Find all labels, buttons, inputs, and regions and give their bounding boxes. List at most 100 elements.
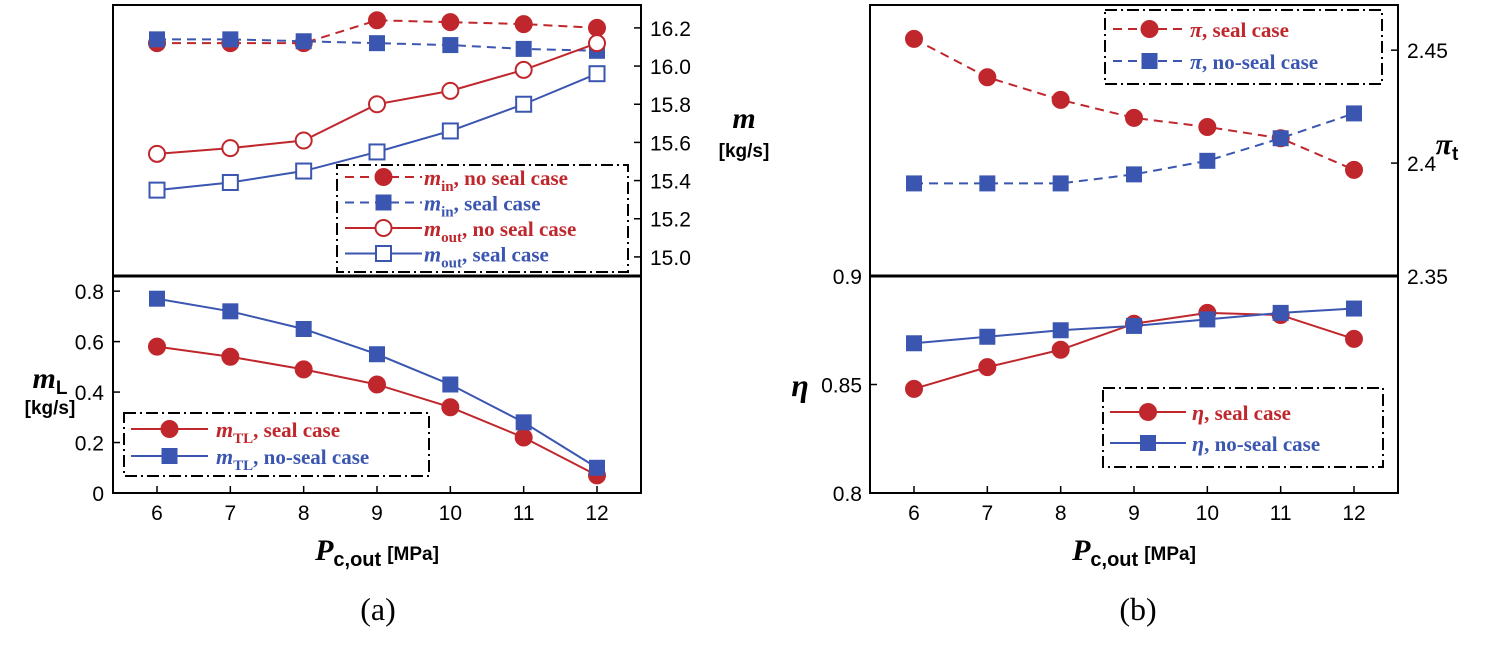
data-point-a-bottom-0-4 — [441, 398, 460, 417]
legend-entry-a-top-2-rest: , no seal case — [462, 217, 576, 241]
data-point-a-bottom-1-6 — [589, 459, 605, 476]
y-axis-label-a-top: m — [732, 102, 755, 135]
data-point-a-top-3-4 — [441, 122, 459, 140]
y-tick-label: 0.85 — [821, 375, 862, 398]
legend-entry-a-bottom-1-main: m — [216, 444, 233, 469]
data-point-a-bottom-0-2 — [294, 360, 313, 379]
legend-entry-b-top-0-rest: , seal case — [1202, 18, 1289, 42]
y-tick-label: 15.2 — [650, 209, 691, 232]
y-tick-label: 16.0 — [650, 56, 691, 79]
y-tick-label: 2.45 — [1407, 40, 1448, 63]
legend-entry-a-bottom-0: mTL, seal case — [216, 417, 340, 447]
legend-entry-a-bottom-1: mTL, no-seal case — [216, 444, 369, 474]
legend-entry-a-top-0-main: m — [424, 165, 441, 190]
y-tick-label: 0.4 — [75, 382, 105, 405]
data-point-b-top-0-3 — [1125, 108, 1143, 127]
legend-entry-a-top-3-main: m — [424, 242, 441, 267]
data-point-b-top-1-5 — [1272, 130, 1289, 147]
data-point-b-bottom-1-2 — [1052, 322, 1069, 339]
x-axis-label-unit: [MPa] — [1144, 544, 1196, 565]
data-point-b-top-0-6 — [1345, 160, 1363, 179]
data-point-a-top-1-2 — [295, 33, 312, 50]
legend-marker-a-top-1 — [375, 194, 392, 211]
data-point-a-top-3-2 — [295, 162, 313, 180]
data-point-a-top-0-4 — [441, 13, 460, 32]
data-point-a-top-2-3 — [368, 95, 386, 114]
x-axis-label-main: P — [1071, 534, 1091, 567]
legend-entry-a-top-0: min, no seal case — [424, 165, 568, 195]
y-axis-label-b-top: πt — [1436, 128, 1459, 165]
legend-entry-b-bottom-1: η, no-seal case — [1192, 431, 1320, 456]
data-point-b-top-0-4 — [1198, 117, 1217, 136]
legend-marker-a-bottom-0 — [160, 420, 179, 438]
data-point-a-top-3-5 — [515, 95, 533, 113]
legend-marker-b-bottom-0 — [1139, 403, 1157, 421]
y-axis-label-main: η — [791, 367, 809, 403]
y-tick-label: 16.2 — [650, 18, 691, 41]
x-axis-label-b: Pc,out [MPa] — [1071, 534, 1196, 571]
data-point-a-top-2-0 — [148, 144, 166, 163]
legend-entry-b-top-1-main: π — [1190, 49, 1203, 74]
x-axis-label-sub: c,out — [333, 549, 381, 571]
x-tick-label: 8 — [1055, 502, 1067, 525]
data-point-a-top-1-3 — [369, 35, 385, 52]
legend-entry-a-bottom-0-rest: , seal case — [253, 418, 340, 442]
y-axis-label-main: π — [1436, 128, 1453, 161]
data-point-b-bottom-1-1 — [979, 328, 996, 345]
data-point-a-top-2-5 — [514, 60, 533, 79]
legend-entry-b-top-0-main: π — [1190, 17, 1203, 42]
x-tick-label: 11 — [1270, 502, 1292, 525]
y-tick-label: 0 — [92, 483, 104, 506]
x-tick-label: 6 — [908, 502, 920, 525]
legend-entry-b-bottom-1-rest: , no-seal case — [1204, 432, 1320, 456]
data-point-a-top-2-1 — [221, 139, 240, 158]
y-tick-label: 15.0 — [650, 247, 691, 270]
data-point-b-top-1-6 — [1346, 105, 1362, 122]
data-point-a-top-1-4 — [442, 37, 459, 54]
data-point-b-top-1-1 — [979, 175, 996, 192]
legend-marker-a-top-3 — [375, 245, 392, 262]
y-axis-label-sub: t — [1452, 144, 1459, 165]
data-point-a-bottom-1-4 — [442, 376, 459, 393]
y-tick-label: 0.8 — [833, 483, 862, 506]
y-axis-unit: [kg/s] — [25, 398, 76, 419]
data-point-b-bottom-1-5 — [1272, 304, 1289, 321]
x-tick-label: 7 — [224, 502, 236, 525]
legend-entry-b-top-0: π, seal case — [1190, 17, 1289, 42]
x-axis-label-a: Pc,out [MPa] — [314, 534, 439, 571]
data-point-a-top-1-1 — [222, 31, 239, 48]
data-point-b-top-0-1 — [978, 68, 997, 87]
data-point-a-bottom-0-5 — [514, 428, 533, 447]
y-tick-label: 2.35 — [1407, 266, 1448, 289]
panel-a-top: 15.015.215.415.615.816.016.2m[kg/s]min, … — [148, 11, 769, 273]
y-tick-label: 15.6 — [650, 132, 691, 155]
data-point-a-top-0-6 — [588, 18, 606, 37]
data-point-a-top-0-5 — [514, 15, 533, 34]
legend-entry-b-top-1-rest: , no-seal case — [1202, 50, 1318, 74]
legend-entry-a-top-2-sub: out — [441, 230, 462, 246]
data-point-b-top-1-4 — [1199, 152, 1216, 169]
figure-caption-a: (a) — [360, 591, 396, 627]
y-tick-label: 15.8 — [650, 94, 691, 117]
x-tick-label: 12 — [1342, 502, 1365, 525]
data-point-b-bottom-1-6 — [1346, 300, 1362, 317]
data-point-b-bottom-1-0 — [906, 335, 922, 352]
data-point-a-top-3-1 — [221, 173, 239, 191]
data-point-b-bottom-0-0 — [905, 379, 923, 398]
x-tick-label: 10 — [439, 502, 462, 525]
y-axis-label-main: m — [33, 362, 56, 395]
data-point-a-bottom-1-0 — [149, 290, 165, 307]
x-tick-label: 7 — [981, 502, 993, 525]
x-tick-label: 9 — [1128, 502, 1140, 525]
data-point-a-bottom-1-1 — [222, 303, 239, 320]
data-point-a-top-2-6 — [588, 34, 606, 53]
data-point-b-top-0-2 — [1051, 90, 1070, 109]
x-tick-label: 8 — [298, 502, 310, 525]
y-tick-label: 0.6 — [75, 332, 104, 355]
data-point-a-top-3-3 — [368, 143, 386, 161]
legend-entry-a-bottom-0-sub: TL — [233, 431, 253, 447]
legend-marker-b-top-1 — [1141, 53, 1158, 69]
data-point-b-top-1-0 — [906, 175, 922, 192]
